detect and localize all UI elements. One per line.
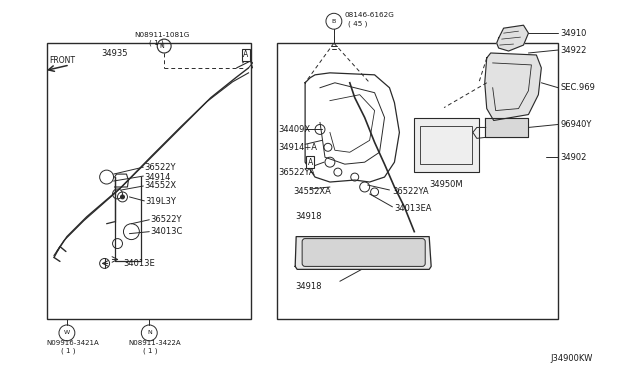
Text: ( 45 ): ( 45 ) <box>348 21 367 28</box>
Text: N08911-3422A: N08911-3422A <box>129 340 181 346</box>
Text: 34918: 34918 <box>295 212 322 221</box>
Bar <box>47 43 250 319</box>
Text: 34552X: 34552X <box>145 182 177 190</box>
FancyBboxPatch shape <box>302 238 425 266</box>
Text: SEC.969: SEC.969 <box>560 83 595 92</box>
Text: A: A <box>307 158 313 167</box>
Polygon shape <box>484 53 541 121</box>
Bar <box>277 43 558 319</box>
Text: 96940Y: 96940Y <box>560 120 591 129</box>
Text: 34013C: 34013C <box>150 227 182 236</box>
Text: N: N <box>147 330 152 336</box>
Text: B: B <box>332 19 336 24</box>
Text: 36522Y: 36522Y <box>150 215 182 224</box>
Text: 08146-6162G: 08146-6162G <box>345 12 395 18</box>
Text: ( 1 ): ( 1 ) <box>143 347 158 354</box>
Text: 34918: 34918 <box>295 282 322 291</box>
Text: 36522Y: 36522Y <box>145 163 176 171</box>
Text: 34902: 34902 <box>560 153 587 162</box>
Text: N09916-3421A: N09916-3421A <box>46 340 99 346</box>
Text: 319L3Y: 319L3Y <box>145 198 176 206</box>
Text: A: A <box>243 51 248 60</box>
Text: W: W <box>64 330 70 336</box>
Circle shape <box>120 195 124 199</box>
Text: 34013EA: 34013EA <box>394 204 432 213</box>
Text: 34552XA: 34552XA <box>293 187 331 196</box>
Text: J34900KW: J34900KW <box>550 354 593 363</box>
Text: ( 1 ): ( 1 ) <box>61 347 76 354</box>
Text: 34013E: 34013E <box>124 259 156 268</box>
Text: 34935: 34935 <box>102 48 128 58</box>
Text: 36522YA: 36522YA <box>392 187 429 196</box>
Polygon shape <box>497 25 529 51</box>
Text: ( 1 ): ( 1 ) <box>149 40 164 46</box>
Text: 34914: 34914 <box>145 173 171 182</box>
Bar <box>414 118 479 172</box>
Text: 34914+A: 34914+A <box>278 143 317 152</box>
Polygon shape <box>295 237 431 269</box>
Text: 34922: 34922 <box>560 45 587 55</box>
Bar <box>489 121 524 134</box>
Text: N: N <box>160 44 164 49</box>
Text: FRONT: FRONT <box>49 57 75 65</box>
Polygon shape <box>484 118 529 137</box>
Bar <box>420 126 472 164</box>
Text: 36522YA: 36522YA <box>278 168 315 177</box>
Text: N08911-1081G: N08911-1081G <box>134 32 190 38</box>
Text: 34910: 34910 <box>560 29 587 38</box>
Text: 34950M: 34950M <box>429 180 463 189</box>
Text: 34409X: 34409X <box>278 125 310 134</box>
